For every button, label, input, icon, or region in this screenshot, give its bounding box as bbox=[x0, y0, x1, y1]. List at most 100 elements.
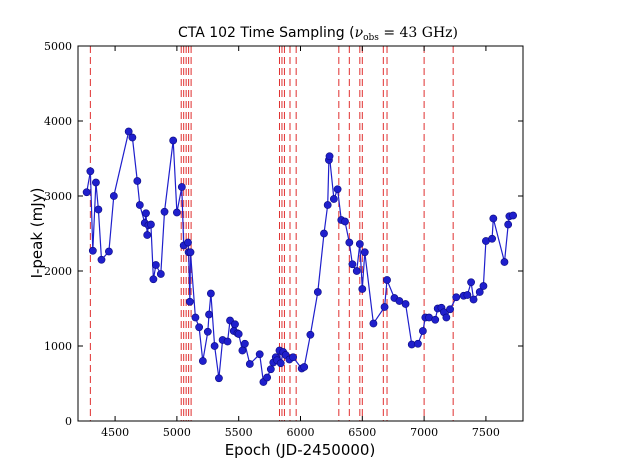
data-point bbox=[414, 339, 422, 348]
data-point bbox=[94, 205, 103, 214]
data-point bbox=[105, 247, 113, 256]
data-point bbox=[475, 288, 484, 296]
data-point bbox=[446, 305, 454, 314]
chart-title: CTA 102 Time Sampling (νobs = 43 GHz) bbox=[178, 25, 458, 43]
data-point bbox=[320, 229, 328, 238]
x-axis: 4500 5000 5500 6000 6500 7000 7500 bbox=[101, 46, 500, 439]
data-point bbox=[442, 313, 451, 322]
data-point bbox=[313, 288, 322, 296]
data-point bbox=[184, 238, 192, 247]
x-axis-label: Epoch (JD-2450000) bbox=[225, 441, 376, 459]
data-point bbox=[452, 293, 461, 302]
data-point bbox=[289, 353, 297, 362]
data-point bbox=[151, 261, 160, 269]
data-point bbox=[177, 183, 186, 191]
data-point bbox=[306, 330, 315, 339]
data-point bbox=[418, 327, 427, 335]
data-point bbox=[360, 248, 369, 257]
data-point bbox=[325, 152, 334, 161]
x-tick-label: 5500 bbox=[225, 426, 253, 439]
data-point bbox=[82, 188, 91, 197]
y-tick-label: 2000 bbox=[44, 265, 72, 278]
chart-title-prefix: CTA 102 Time Sampling ( bbox=[178, 25, 355, 41]
data-point bbox=[488, 234, 496, 243]
x-tick-label: 7500 bbox=[472, 426, 500, 439]
data-point bbox=[380, 303, 389, 311]
data-point bbox=[156, 270, 165, 278]
data-point bbox=[276, 359, 285, 368]
data-point bbox=[149, 275, 158, 284]
x-tick-label: 4500 bbox=[101, 426, 129, 439]
data-point bbox=[191, 313, 200, 322]
data-point bbox=[169, 136, 178, 145]
data-point bbox=[245, 360, 254, 368]
series-line bbox=[86, 129, 514, 384]
data-point bbox=[234, 330, 243, 338]
data-point bbox=[186, 248, 195, 257]
data-point bbox=[329, 195, 338, 203]
data-point bbox=[203, 327, 212, 336]
data-point bbox=[300, 363, 309, 371]
chart-title-subscript: obs bbox=[363, 33, 379, 43]
data-point bbox=[333, 185, 342, 194]
y-axis: 0 1000 2000 3000 4000 5000 bbox=[44, 40, 523, 428]
data-series bbox=[82, 127, 518, 386]
data-point bbox=[92, 178, 100, 187]
data-point bbox=[135, 201, 144, 209]
data-point bbox=[124, 127, 133, 136]
data-point bbox=[489, 214, 498, 223]
y-axis-label: I-peak (mJy) bbox=[28, 188, 46, 279]
data-point bbox=[509, 211, 518, 220]
chart-title-suffix: = 43 GHz) bbox=[379, 25, 458, 41]
data-point bbox=[383, 276, 391, 284]
data-point bbox=[431, 315, 440, 324]
data-point bbox=[240, 339, 249, 348]
chart-title-symbol: ν bbox=[355, 25, 364, 41]
y-tick-label: 3000 bbox=[44, 190, 72, 203]
y-tick-label: 0 bbox=[65, 415, 72, 428]
data-point bbox=[195, 323, 204, 332]
data-point bbox=[479, 282, 488, 290]
data-point bbox=[198, 357, 207, 365]
data-point bbox=[206, 289, 215, 298]
data-point bbox=[255, 350, 264, 359]
data-point bbox=[469, 295, 478, 304]
y-tick-label: 5000 bbox=[44, 40, 72, 53]
data-point bbox=[358, 285, 367, 293]
data-point bbox=[109, 192, 118, 200]
data-point bbox=[355, 240, 364, 248]
data-point bbox=[128, 133, 137, 142]
data-point bbox=[133, 177, 142, 185]
x-tick-label: 7000 bbox=[410, 426, 438, 439]
y-tick-label: 4000 bbox=[44, 115, 72, 128]
x-tick-label: 6000 bbox=[287, 426, 315, 439]
data-point bbox=[143, 231, 152, 239]
data-point bbox=[97, 255, 106, 264]
y-tick-label: 1000 bbox=[44, 340, 72, 353]
data-point bbox=[147, 220, 155, 229]
data-point bbox=[266, 365, 275, 374]
data-point bbox=[231, 320, 239, 329]
data-point bbox=[401, 300, 410, 308]
data-point bbox=[185, 297, 194, 306]
data-point bbox=[205, 310, 213, 319]
data-point bbox=[348, 260, 357, 269]
data-point bbox=[172, 208, 181, 217]
data-point bbox=[500, 258, 509, 266]
data-point bbox=[369, 319, 378, 328]
data-point bbox=[223, 337, 232, 346]
x-tick-label: 6500 bbox=[348, 426, 376, 439]
data-point bbox=[210, 342, 219, 350]
data-point bbox=[352, 267, 361, 275]
x-tick-label: 5000 bbox=[163, 426, 191, 439]
data-point bbox=[238, 346, 247, 355]
data-point bbox=[504, 220, 513, 229]
data-point bbox=[263, 373, 272, 382]
data-point bbox=[341, 217, 349, 226]
data-point bbox=[345, 238, 354, 247]
data-point bbox=[395, 297, 404, 305]
data-point bbox=[467, 278, 475, 287]
data-point bbox=[160, 207, 169, 216]
data-point bbox=[86, 167, 95, 176]
